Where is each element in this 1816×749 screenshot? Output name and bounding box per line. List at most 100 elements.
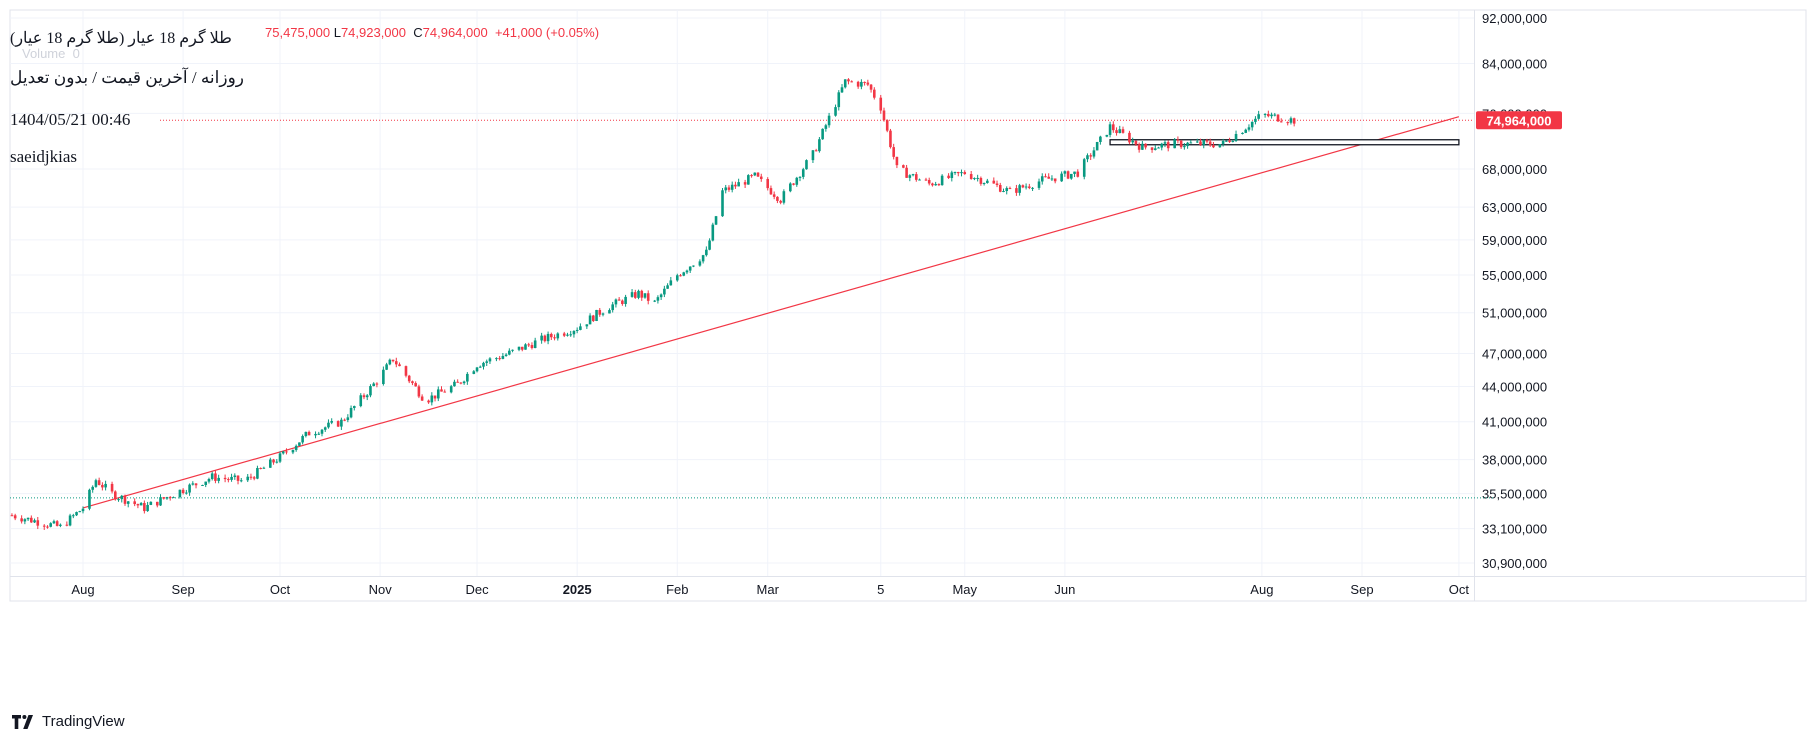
candle-body: [414, 383, 417, 387]
candle-body: [117, 499, 120, 501]
candle-body: [320, 429, 324, 434]
candle-body: [1086, 155, 1089, 160]
candle-body: [834, 107, 837, 116]
candle-body: [126, 501, 130, 504]
candle-body: [856, 81, 860, 87]
candle-body: [633, 292, 637, 298]
candle-body: [789, 183, 792, 192]
candle-body: [1286, 122, 1290, 124]
candle-body: [504, 354, 508, 356]
candle-body: [285, 451, 288, 453]
candle-body: [895, 156, 899, 166]
candle-body: [372, 383, 375, 387]
price-tick-label: 84,000,000: [1482, 56, 1547, 71]
candle-body: [26, 517, 30, 520]
candle-body: [88, 489, 91, 509]
candle-body: [420, 396, 424, 401]
candle-body: [837, 92, 841, 108]
candle-body: [572, 330, 576, 335]
candle-body: [1153, 148, 1157, 150]
candle-body: [498, 358, 501, 360]
ohlc-low: 74,923,000: [340, 25, 407, 40]
candle-body: [782, 191, 786, 203]
candle-body: [256, 468, 259, 479]
candle-body: [104, 483, 107, 488]
candle-body: [905, 167, 908, 178]
timestamp: 1404/05/21 00:46: [10, 110, 131, 129]
candle-body: [608, 310, 611, 314]
candle-body: [1118, 129, 1122, 134]
volume-value: 0: [72, 46, 80, 61]
candle-body: [1195, 141, 1199, 143]
candle-body: [653, 300, 656, 302]
trendline[interactable]: [82, 116, 1460, 509]
candle-body: [49, 523, 53, 527]
candle-body: [385, 364, 388, 370]
candle-body: [362, 395, 366, 398]
candle-body: [23, 519, 27, 522]
candle-body: [656, 297, 660, 301]
candle-body: [281, 451, 285, 454]
candle-body: [960, 172, 963, 174]
candle-body: [1128, 132, 1131, 143]
candle-body: [436, 389, 440, 399]
candle-body: [956, 172, 960, 174]
candle-body: [259, 468, 262, 470]
candle-body: [882, 110, 886, 121]
candle-body: [814, 150, 818, 152]
candle-body: [840, 87, 844, 93]
candle-body: [902, 165, 905, 168]
candle-body: [630, 292, 634, 297]
candle-body: [97, 480, 101, 485]
candle-body: [181, 489, 185, 494]
candle-body: [908, 175, 912, 178]
candle-body: [1053, 178, 1057, 182]
candle-body: [1144, 143, 1147, 148]
candle-body: [569, 334, 572, 336]
candle-body: [708, 240, 711, 250]
candle-body: [120, 495, 124, 500]
candle-body: [1157, 147, 1160, 149]
candle-body: [1279, 121, 1283, 123]
candle-body: [614, 299, 618, 305]
tradingview-logo[interactable]: TradingView: [12, 713, 125, 730]
time-tick-label: 5: [877, 582, 884, 597]
candle-body: [495, 358, 498, 360]
ohlc-close: 74,964,000: [422, 25, 488, 40]
support-zone-rectangle[interactable]: [1109, 139, 1460, 146]
candle-body: [918, 179, 921, 181]
last-price-badge: [1476, 111, 1562, 130]
candle-body: [669, 280, 673, 286]
candle-body: [843, 79, 847, 88]
candle-body: [307, 431, 311, 436]
candle-body: [46, 526, 49, 528]
candle-body: [982, 183, 986, 185]
candle-body: [59, 524, 62, 526]
candle-body: [13, 515, 17, 519]
candle-body: [508, 350, 511, 355]
candle-body: [1115, 130, 1118, 134]
ohlc-high: 75,475,000: [265, 25, 331, 40]
candle-body: [556, 333, 560, 339]
candle-body: [1044, 176, 1047, 178]
candle-body: [52, 521, 56, 524]
candle-body: [863, 81, 866, 83]
candle-body: [1166, 142, 1170, 149]
candle-body: [1108, 124, 1112, 135]
candle-body: [659, 294, 663, 298]
candle-body: [1121, 129, 1125, 133]
candle-body: [78, 511, 82, 513]
candle-body: [440, 389, 443, 392]
candle-body: [595, 309, 598, 321]
candle-body: [236, 475, 240, 481]
candle-body: [1208, 141, 1212, 146]
candle-body: [36, 520, 40, 526]
candle-body: [727, 187, 731, 190]
time-tick-label: Aug: [1250, 582, 1273, 597]
candle-body: [1160, 143, 1164, 148]
candle-body: [246, 476, 250, 481]
candle-body: [349, 407, 353, 418]
candle-body: [562, 333, 566, 336]
